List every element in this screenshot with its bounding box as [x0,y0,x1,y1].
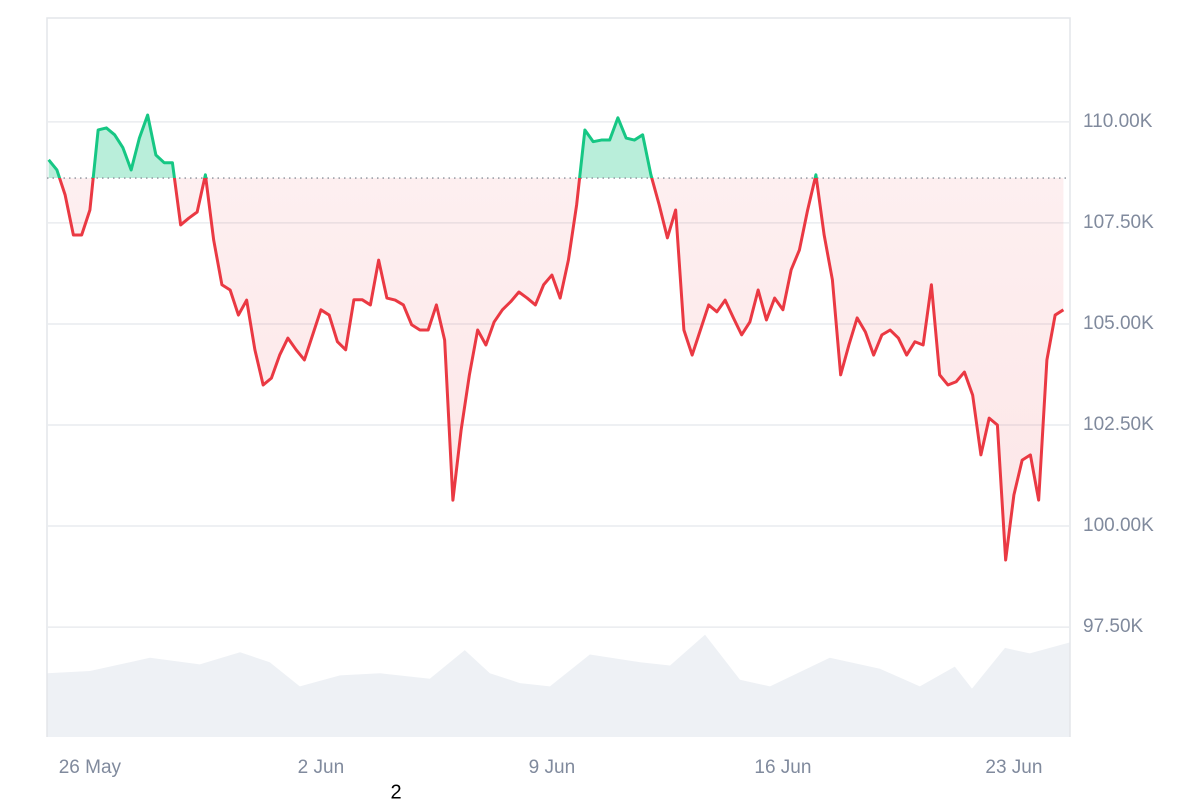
y-tick-label: 107.50K [1083,212,1154,233]
y-tick-label: 105.00K [1083,313,1154,334]
volume-area [47,634,1070,737]
price-area [48,115,1064,560]
y-tick-label: 102.50K [1083,414,1154,435]
y-tick-label: 97.50K [1083,616,1144,637]
price-line [47,113,1065,562]
annotation: 2 [390,781,401,800]
y-tick-label: 110.00K [1083,111,1153,132]
y-tick-label: 100.00K [1083,515,1154,536]
plot-frame [46,17,1071,737]
x-tick-label: 26 May [59,757,122,778]
x-tick-label: 2 Jun [298,757,344,778]
x-tick-label: 23 Jun [985,757,1042,778]
x-tick-label: 16 Jun [754,757,811,778]
x-tick-label: 9 Jun [529,757,575,778]
